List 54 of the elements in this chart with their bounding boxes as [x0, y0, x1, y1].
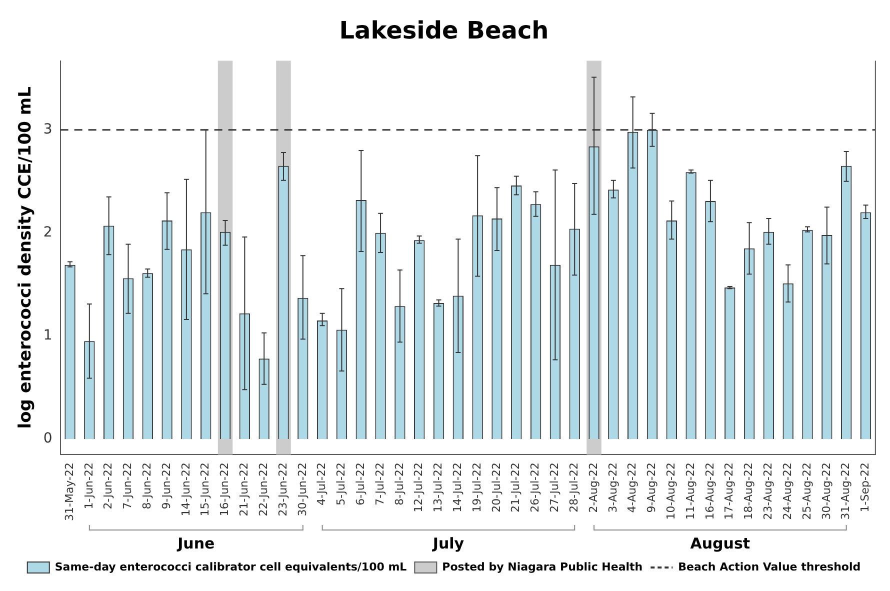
x-tick-label: 30-Jun-22: [296, 462, 309, 516]
x-tick-label: 4-Jul-22: [315, 462, 328, 506]
legend-label: Beach Action Value threshold: [678, 560, 861, 574]
text: July: [432, 534, 464, 552]
x-tick-label: 25-Aug-22: [800, 462, 814, 520]
x-tick-label: 16-Aug-22: [703, 462, 716, 520]
x-tick-label: 5-Jul-22: [334, 462, 348, 506]
x-tick-label: 2-Jun-22: [102, 462, 115, 510]
x-tick-label: 16-Jun-22: [218, 462, 232, 516]
y-tick-label: 2: [43, 224, 52, 241]
x-tick-label: 17-Aug-22: [722, 462, 736, 520]
x-tick-label: 11-Aug-22: [684, 462, 697, 520]
x-tick-label: 7-Jul-22: [373, 462, 386, 506]
x-tick-label: 28-Jul-22: [567, 462, 580, 512]
legend-label: Posted by Niagara Public Health: [442, 560, 643, 574]
legend-label: Same-day enterococci calibrator cell equivalents/100 mL: [54, 560, 407, 574]
x-tick-label: 22-Jun-22: [256, 462, 270, 516]
x-tick-label: 12-Jul-22: [412, 462, 426, 512]
chart-title: Lakeside Beach: [339, 16, 549, 45]
x-tick-label: 9-Aug-22: [645, 462, 658, 513]
x-tick-label: 6-Jul-22: [354, 462, 367, 506]
x-tick-label: 24-Aug-22: [780, 462, 794, 520]
x-tick-label: 2-Aug-22: [586, 462, 600, 513]
x-tick-label: 3-Aug-22: [606, 462, 620, 513]
y-tick-label: 3: [43, 121, 52, 138]
x-tick-label: 18-Aug-22: [742, 462, 756, 520]
x-tick-label: 9-Jun-22: [160, 462, 173, 510]
text: June: [176, 534, 215, 552]
x-tick-label: 31-May-22: [62, 462, 76, 522]
x-tick-label: 26-Jul-22: [528, 462, 542, 512]
x-tick-label: 13-Jul-22: [432, 462, 445, 512]
x-tick-label: 1-Jun-22: [82, 462, 96, 510]
y-tick-label: 1: [43, 328, 52, 344]
x-tick-label: 23-Jun-22: [276, 462, 290, 516]
y-axis-title: log enterococci density CCE/100 mL: [16, 86, 36, 429]
x-tick-label: 27-Jul-22: [548, 462, 562, 512]
x-tick-label: 14-Jun-22: [179, 462, 192, 516]
x-tick-label: 20-Jul-22: [490, 462, 503, 512]
x-tick-label: 31-Aug-22: [839, 462, 852, 520]
y-tick-label: 0: [43, 430, 52, 447]
x-tick-label: 7-Jun-22: [121, 462, 134, 510]
x-tick-label: 4-Aug-22: [626, 462, 639, 513]
x-tick-label: 8-Jul-22: [392, 462, 406, 506]
x-tick-label: 21-Jul-22: [509, 462, 522, 512]
text: August: [690, 534, 750, 552]
x-tick-label: 30-Aug-22: [820, 462, 833, 520]
x-tick-label: 21-Jun-22: [238, 462, 251, 516]
x-tick-label: 23-Aug-22: [762, 462, 775, 520]
x-tick-label: 15-Jun-22: [198, 462, 212, 516]
x-tick-label: 10-Aug-22: [664, 462, 678, 520]
x-tick-label: 8-Jun-22: [140, 462, 154, 510]
x-tick-label: 14-Jul-22: [451, 462, 464, 512]
x-tick-label: 1-Sep-22: [858, 462, 872, 512]
x-tick-label: 19-Jul-22: [470, 462, 484, 512]
